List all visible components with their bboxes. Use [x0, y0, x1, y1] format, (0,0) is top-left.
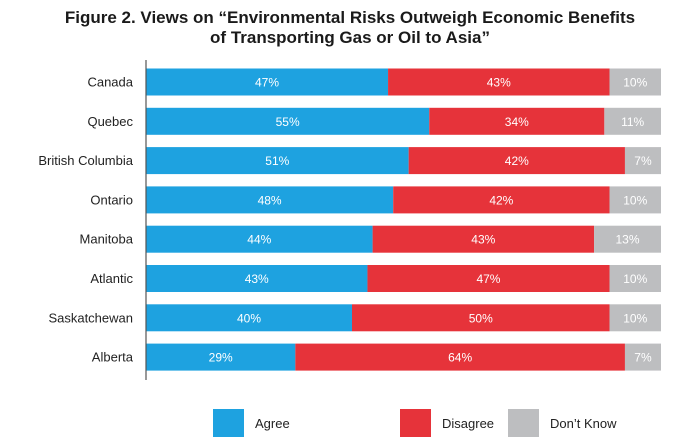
bar-canada-don-t-know: [609, 68, 661, 96]
bar-quebec-agree: [146, 107, 430, 135]
bar-alberta-don-t-know: [624, 343, 661, 371]
bar-british-columbia-don-t-know: [624, 147, 661, 175]
category-label-ontario: Ontario: [90, 192, 133, 207]
bar-atlantic-agree: [146, 265, 368, 292]
value-label-ontario-agree: 48%: [258, 193, 282, 207]
bar-atlantic-disagree: [367, 265, 610, 292]
value-label-saskatchewan-agree: 40%: [237, 311, 261, 325]
legend-swatch-don-t-know: [508, 409, 539, 437]
bar-manitoba-don-t-know: [594, 225, 661, 253]
value-label-saskatchewan-disagree: 50%: [469, 311, 493, 325]
bar-alberta-agree: [146, 343, 296, 371]
category-label-canada: Canada: [87, 75, 133, 90]
value-label-manitoba-disagree: 43%: [471, 233, 495, 247]
category-label-atlantic: Atlantic: [90, 271, 133, 286]
legend-label-agree: Agree: [255, 416, 290, 431]
legend-swatch-disagree: [400, 409, 431, 437]
bar-british-columbia-disagree: [408, 147, 625, 175]
value-label-canada-don-t-know: 10%: [623, 76, 647, 90]
bar-manitoba-disagree: [372, 225, 595, 253]
legend-label-don-t-know: Don’t Know: [550, 416, 617, 431]
bar-alberta-disagree: [295, 343, 625, 371]
value-label-atlantic-agree: 43%: [245, 272, 269, 286]
value-label-canada-agree: 47%: [255, 76, 279, 90]
value-label-alberta-agree: 29%: [209, 351, 233, 365]
value-label-ontario-disagree: 42%: [489, 193, 513, 207]
value-label-manitoba-agree: 44%: [247, 233, 271, 247]
value-label-alberta-don-t-know: 7%: [634, 351, 652, 365]
category-label-saskatchewan: Saskatchewan: [48, 310, 133, 325]
value-label-quebec-agree: 55%: [276, 115, 300, 129]
chart-title-line-1: Figure 2. Views on “Environmental Risks …: [64, 8, 636, 27]
category-label-quebec: Quebec: [87, 114, 133, 129]
value-label-alberta-disagree: 64%: [448, 351, 472, 365]
bar-canada-disagree: [388, 68, 610, 96]
bar-atlantic-don-t-know: [609, 265, 661, 292]
category-label-alberta: Alberta: [92, 350, 134, 365]
bar-british-columbia-agree: [146, 147, 409, 175]
value-label-atlantic-don-t-know: 10%: [623, 272, 647, 286]
category-label-manitoba: Manitoba: [80, 232, 134, 247]
value-label-manitoba-don-t-know: 13%: [616, 233, 640, 247]
legend-swatch-agree: [213, 409, 244, 437]
bar-ontario-disagree: [393, 186, 610, 214]
chart-title-line-2: of Transporting Gas or Oil to Asia”: [210, 28, 490, 47]
bar-ontario-don-t-know: [609, 186, 661, 214]
bar-canada-agree: [146, 68, 389, 96]
value-label-atlantic-disagree: 47%: [476, 272, 500, 286]
value-label-saskatchewan-don-t-know: 10%: [623, 311, 647, 325]
bar-saskatchewan-don-t-know: [609, 304, 661, 332]
value-label-british-columbia-don-t-know: 7%: [634, 154, 652, 168]
value-label-british-columbia-agree: 51%: [265, 154, 289, 168]
value-label-quebec-don-t-know: 11%: [621, 115, 644, 129]
value-label-british-columbia-disagree: 42%: [505, 154, 529, 168]
bar-saskatchewan-disagree: [352, 304, 610, 332]
bar-manitoba-agree: [146, 225, 373, 253]
bar-quebec-disagree: [429, 107, 605, 135]
bar-ontario-agree: [146, 186, 394, 214]
category-label-british-columbia: British Columbia: [38, 153, 133, 168]
bar-saskatchewan-agree: [146, 304, 352, 332]
legend-label-disagree: Disagree: [442, 416, 494, 431]
bar-quebec-don-t-know: [604, 107, 661, 135]
value-label-ontario-don-t-know: 10%: [623, 193, 647, 207]
value-label-canada-disagree: 43%: [487, 76, 511, 90]
value-label-quebec-disagree: 34%: [505, 115, 529, 129]
